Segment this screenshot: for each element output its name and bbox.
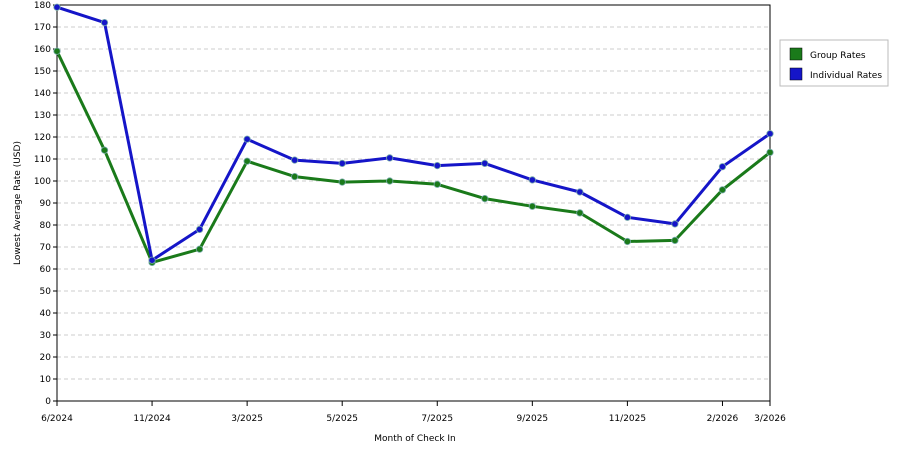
data-point <box>481 195 489 203</box>
data-point <box>338 159 346 167</box>
series-line <box>56 5 771 262</box>
data-point <box>718 186 727 194</box>
y-tick-label: 0 <box>45 397 51 407</box>
legend-swatch <box>789 47 803 61</box>
data-point <box>291 173 299 181</box>
y-tick-label: 130 <box>34 111 51 121</box>
y-axis-label: Lowest Average Rate (USD) <box>13 141 23 265</box>
y-tick-label: 40 <box>40 309 52 319</box>
y-tick-label: 100 <box>34 177 51 187</box>
data-point <box>243 157 251 165</box>
legend-label: Group Rates <box>810 51 866 61</box>
x-tick-label: 7/2025 <box>421 414 453 424</box>
legend-swatch <box>789 67 803 81</box>
data-point <box>433 180 441 188</box>
y-tick-label: 180 <box>34 1 51 11</box>
y-tick-label: 90 <box>40 199 52 209</box>
data-point <box>528 176 536 184</box>
x-tick-label: 3/2026 <box>754 414 786 424</box>
y-tick-label: 110 <box>34 155 51 165</box>
data-point <box>386 154 394 162</box>
series-line <box>55 50 771 264</box>
x-tick-label: 6/2024 <box>41 414 73 424</box>
data-point <box>243 135 251 143</box>
y-tick-label: 170 <box>34 23 51 33</box>
data-point <box>481 159 489 167</box>
x-tick-label: 11/2024 <box>133 414 171 424</box>
data-point <box>766 148 774 156</box>
x-tick-label: 2/2026 <box>707 414 739 424</box>
data-point <box>623 237 632 246</box>
y-tick-label: 150 <box>34 67 51 77</box>
y-tick-label: 50 <box>40 287 52 297</box>
x-axis-label: Month of Check In <box>374 434 456 444</box>
data-point <box>291 156 299 164</box>
data-point <box>196 245 204 253</box>
data-point <box>528 202 536 210</box>
y-tick-label: 30 <box>40 331 52 341</box>
data-point <box>718 163 727 171</box>
plot-frame <box>56 4 771 402</box>
y-tick-label: 160 <box>34 45 51 55</box>
y-tick-label: 60 <box>40 265 52 275</box>
data-point <box>386 177 394 185</box>
y-tick-label: 10 <box>40 375 52 385</box>
data-point <box>53 3 61 11</box>
y-tick-label: 80 <box>40 221 52 231</box>
legend-label: Individual Rates <box>810 71 882 81</box>
data-point <box>53 47 61 55</box>
x-tick-label: 3/2025 <box>231 414 263 424</box>
data-point <box>671 220 679 228</box>
x-tick-label: 9/2025 <box>516 414 548 424</box>
data-point <box>433 162 441 170</box>
data-point <box>623 213 632 221</box>
data-point <box>766 130 774 138</box>
y-tick-label: 70 <box>40 243 52 253</box>
data-point <box>338 178 346 186</box>
y-tick-label: 120 <box>34 133 51 143</box>
data-point <box>576 188 584 196</box>
data-point <box>148 256 156 264</box>
x-tick-label: 5/2025 <box>326 414 358 424</box>
y-tick-label: 20 <box>40 353 52 363</box>
data-point <box>100 146 109 154</box>
data-point <box>576 209 584 217</box>
y-tick-label: 140 <box>34 89 51 99</box>
data-point <box>671 236 679 244</box>
data-point <box>196 225 204 233</box>
data-point <box>100 18 109 27</box>
x-tick-label: 11/2025 <box>609 414 646 424</box>
